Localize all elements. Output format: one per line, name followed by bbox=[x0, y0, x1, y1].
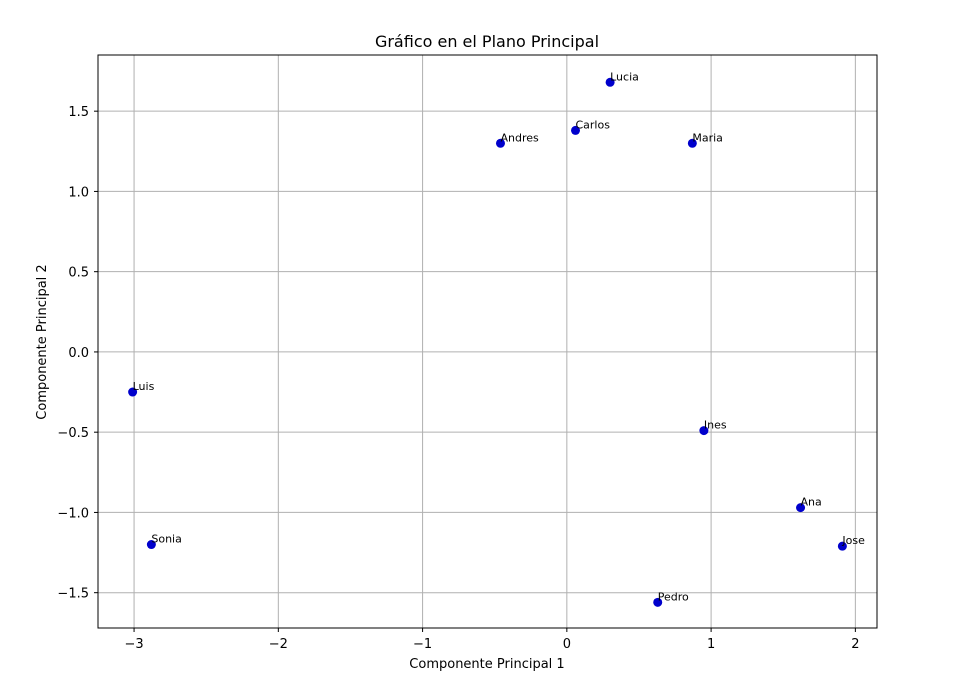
data-point-carlos bbox=[570, 125, 580, 135]
y-tick-label: −1.0 bbox=[57, 506, 89, 521]
y-tick-label: 1.0 bbox=[68, 185, 89, 200]
data-point-jose bbox=[837, 541, 847, 551]
data-point-pedro bbox=[653, 597, 663, 607]
axis-ticks: −3 −2 −1 0 1 2 −1.5 −1.0 −0.5 0.0 0.5 1.0 1.5 bbox=[57, 105, 859, 652]
data-point-sonia bbox=[146, 540, 156, 550]
data-points: Lucia Carlos Andres Maria Luis Ines Ana Sonia Jo… bbox=[128, 70, 865, 607]
y-tick-label: 0.0 bbox=[68, 346, 89, 361]
x-tick-label: −3 bbox=[124, 637, 143, 652]
point-label-ines: Ines bbox=[704, 419, 727, 432]
x-tick-label: −1 bbox=[413, 637, 432, 652]
data-point-lucia bbox=[605, 77, 615, 87]
y-tick-label: −1.5 bbox=[57, 587, 89, 602]
point-label-pedro: Pedro bbox=[658, 590, 689, 603]
x-tick-label: −2 bbox=[269, 637, 288, 652]
grid-lines bbox=[98, 55, 877, 628]
data-point-ana bbox=[796, 503, 806, 513]
y-axis-label: Componente Principal 2 bbox=[35, 264, 50, 419]
x-tick-label: 1 bbox=[707, 637, 715, 652]
y-tick-label: −0.5 bbox=[57, 426, 89, 441]
point-label-carlos: Carlos bbox=[575, 118, 610, 131]
chart-title: Gráfico en el Plano Principal bbox=[375, 32, 599, 51]
data-point-ines bbox=[699, 426, 709, 436]
plot-frame bbox=[97, 54, 878, 629]
data-point-maria bbox=[687, 138, 697, 148]
point-label-maria: Maria bbox=[692, 131, 723, 144]
point-label-sonia: Sonia bbox=[151, 533, 181, 546]
data-point-andres bbox=[495, 138, 505, 148]
y-tick-label: 1.5 bbox=[68, 105, 89, 120]
x-tick-label: 2 bbox=[851, 637, 859, 652]
data-point-luis bbox=[128, 387, 138, 397]
point-label-andres: Andres bbox=[500, 131, 539, 144]
point-label-jose: Jose bbox=[841, 534, 865, 547]
x-tick-label: 0 bbox=[563, 637, 571, 652]
point-label-luis: Luis bbox=[133, 380, 155, 393]
y-tick-label: 0.5 bbox=[68, 266, 89, 281]
x-axis-label: Componente Principal 1 bbox=[409, 657, 564, 672]
point-label-ana: Ana bbox=[801, 496, 822, 509]
point-label-lucia: Lucia bbox=[610, 70, 639, 83]
